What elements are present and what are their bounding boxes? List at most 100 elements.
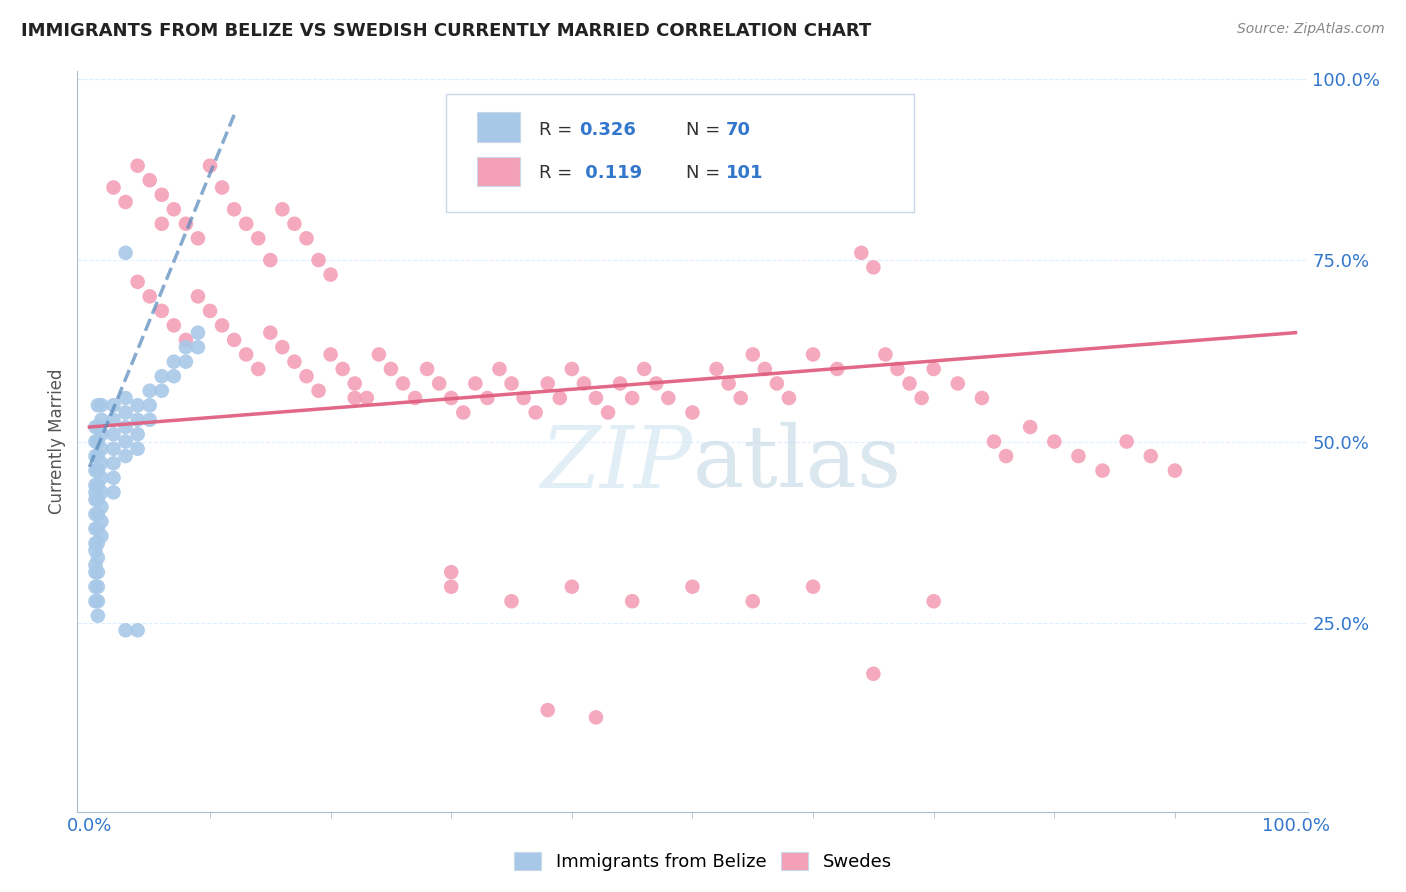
Point bbox=[84, 434, 107, 449]
Point bbox=[187, 340, 209, 354]
Point bbox=[114, 194, 136, 209]
Point bbox=[343, 391, 366, 405]
Point bbox=[332, 362, 354, 376]
Point bbox=[211, 180, 233, 194]
Point bbox=[87, 434, 110, 449]
Point bbox=[259, 326, 281, 340]
Point bbox=[235, 217, 257, 231]
Point bbox=[114, 245, 136, 260]
Point bbox=[138, 173, 160, 187]
Point bbox=[174, 333, 197, 347]
Point bbox=[127, 442, 149, 456]
Point bbox=[778, 391, 800, 405]
Point bbox=[114, 391, 136, 405]
Point bbox=[416, 362, 439, 376]
FancyBboxPatch shape bbox=[477, 156, 520, 186]
Point bbox=[717, 376, 740, 391]
Point bbox=[477, 391, 499, 405]
Point bbox=[922, 362, 945, 376]
Text: 70: 70 bbox=[725, 121, 751, 139]
Point bbox=[90, 398, 112, 412]
Point bbox=[87, 594, 110, 608]
Point bbox=[87, 420, 110, 434]
Point bbox=[392, 376, 415, 391]
Point bbox=[585, 391, 607, 405]
Point bbox=[825, 362, 848, 376]
Point bbox=[404, 391, 426, 405]
Point bbox=[127, 159, 149, 173]
Point bbox=[84, 543, 107, 558]
Point bbox=[440, 565, 463, 579]
Text: IMMIGRANTS FROM BELIZE VS SWEDISH CURRENTLY MARRIED CORRELATION CHART: IMMIGRANTS FROM BELIZE VS SWEDISH CURREN… bbox=[21, 22, 872, 40]
Point bbox=[440, 580, 463, 594]
Point bbox=[103, 398, 125, 412]
Point bbox=[427, 376, 450, 391]
Point bbox=[572, 376, 595, 391]
Point bbox=[87, 478, 110, 492]
Point bbox=[103, 413, 125, 427]
Point bbox=[464, 376, 486, 391]
Point bbox=[127, 275, 149, 289]
Point bbox=[84, 558, 107, 572]
Point bbox=[127, 624, 149, 638]
Point bbox=[114, 434, 136, 449]
Point bbox=[621, 391, 644, 405]
Point bbox=[90, 471, 112, 485]
Point bbox=[283, 354, 305, 368]
Y-axis label: Currently Married: Currently Married bbox=[48, 368, 66, 515]
Point bbox=[90, 427, 112, 442]
Point bbox=[801, 347, 824, 361]
Point bbox=[90, 500, 112, 514]
Point bbox=[90, 456, 112, 470]
Point bbox=[84, 464, 107, 478]
Point bbox=[187, 326, 209, 340]
Text: Source: ZipAtlas.com: Source: ZipAtlas.com bbox=[1237, 22, 1385, 37]
Point bbox=[596, 405, 619, 419]
Point bbox=[84, 492, 107, 507]
Point bbox=[453, 405, 475, 419]
Point bbox=[898, 376, 921, 391]
Point bbox=[862, 666, 884, 681]
Point bbox=[1043, 434, 1066, 449]
Point bbox=[1139, 449, 1161, 463]
Point bbox=[609, 376, 631, 391]
Point bbox=[114, 624, 136, 638]
Point bbox=[114, 420, 136, 434]
Point bbox=[259, 253, 281, 268]
Point bbox=[561, 362, 583, 376]
Point bbox=[910, 391, 932, 405]
Point bbox=[87, 522, 110, 536]
Text: atlas: atlas bbox=[693, 422, 901, 506]
Point bbox=[343, 376, 366, 391]
Point bbox=[488, 362, 510, 376]
Point bbox=[90, 529, 112, 543]
Point bbox=[103, 442, 125, 456]
Point bbox=[187, 289, 209, 303]
Point bbox=[90, 485, 112, 500]
Point bbox=[163, 202, 186, 217]
Point bbox=[87, 608, 110, 623]
Point bbox=[127, 413, 149, 427]
Point bbox=[741, 347, 763, 361]
Point bbox=[150, 304, 173, 318]
Point bbox=[537, 703, 560, 717]
Point bbox=[283, 217, 305, 231]
Point bbox=[114, 449, 136, 463]
Point bbox=[633, 362, 655, 376]
Text: ZIP: ZIP bbox=[540, 423, 693, 505]
Point bbox=[187, 231, 209, 245]
Point bbox=[271, 340, 294, 354]
Point bbox=[754, 362, 776, 376]
Point bbox=[87, 565, 110, 579]
Point bbox=[247, 362, 270, 376]
Point bbox=[87, 449, 110, 463]
Point bbox=[174, 354, 197, 368]
Point bbox=[1091, 464, 1114, 478]
Point bbox=[224, 202, 246, 217]
Point bbox=[84, 478, 107, 492]
Point bbox=[851, 245, 873, 260]
FancyBboxPatch shape bbox=[447, 94, 914, 212]
Point bbox=[150, 369, 173, 384]
Point bbox=[87, 507, 110, 521]
Point bbox=[150, 187, 173, 202]
